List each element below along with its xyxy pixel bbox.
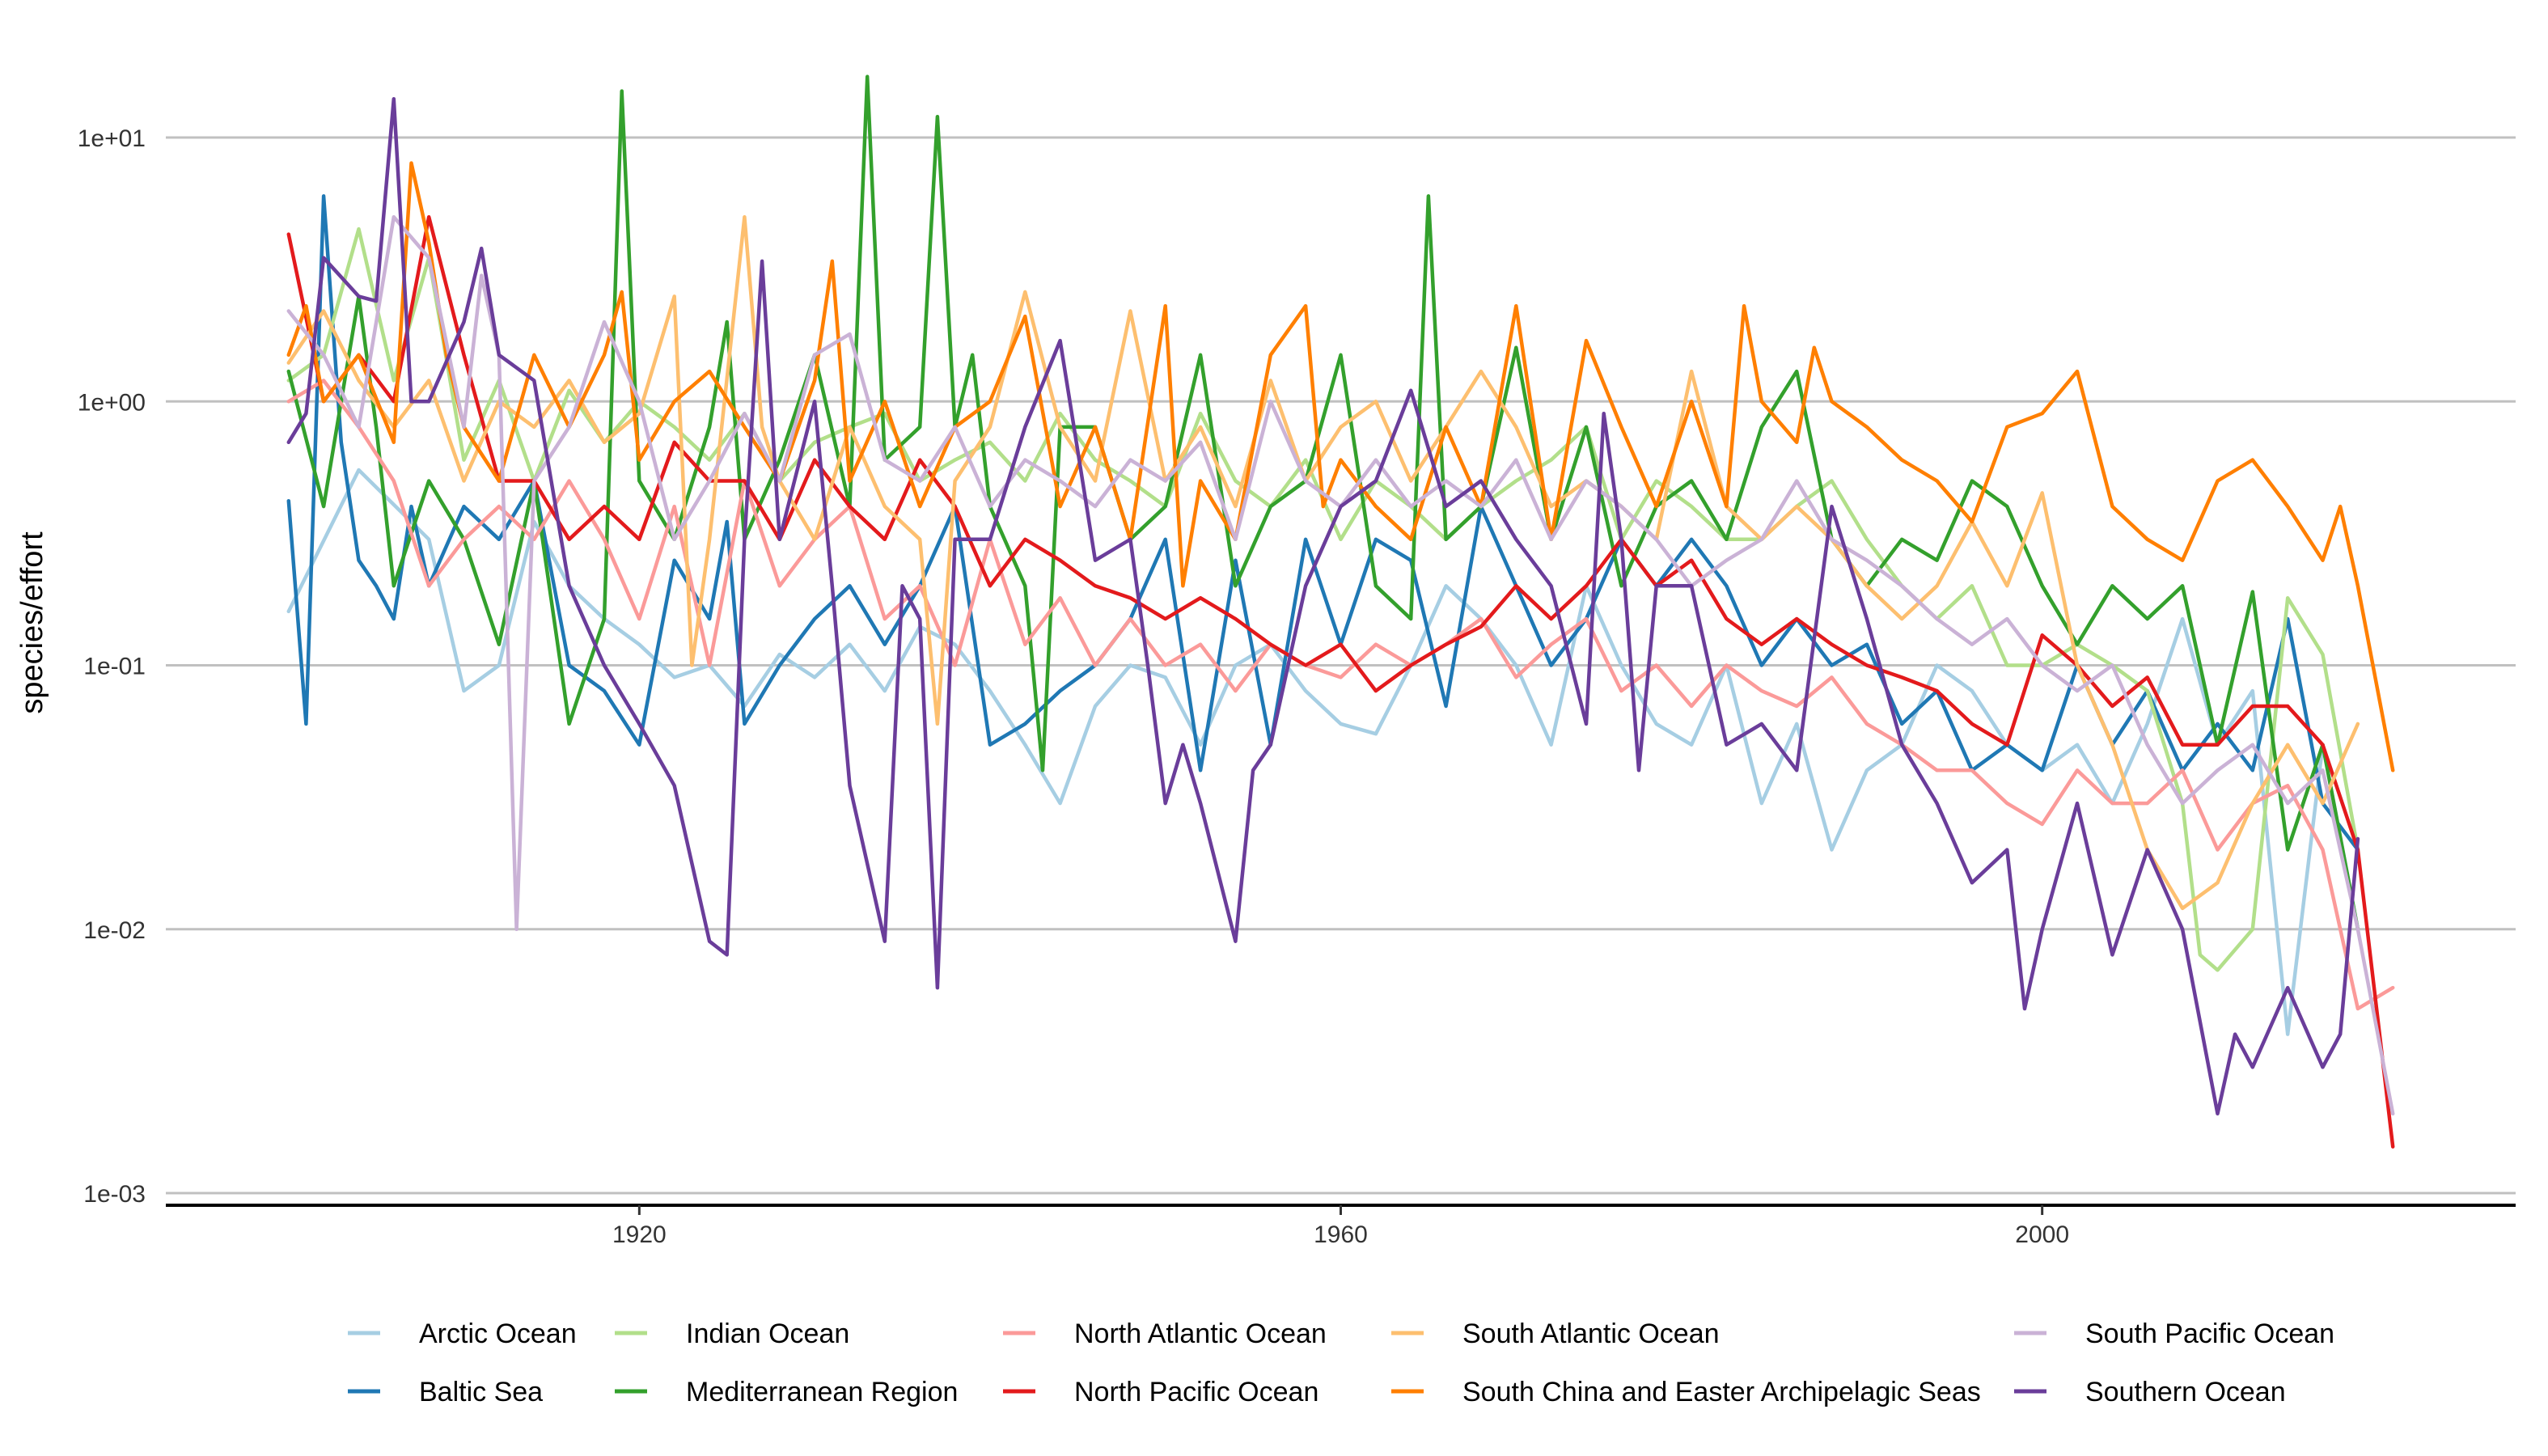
y-tick-label: 1e+01	[78, 125, 146, 152]
series-line-south-atlantic-ocean	[286, 214, 2360, 911]
legend-label: North Pacific Ocean	[1074, 1377, 1318, 1407]
y-tick-label: 1e+00	[78, 389, 146, 416]
series-line-south-pacific-ocean	[286, 214, 2395, 1116]
y-tick-label: 1e-03	[83, 1181, 146, 1208]
y-gridlines	[166, 136, 2516, 1195]
legend-item: Arctic Ocean	[348, 1318, 577, 1349]
legend-label: Mediterranean Region	[686, 1377, 958, 1407]
legend-label: Arctic Ocean	[419, 1318, 577, 1349]
legend-item: Mediterranean Region	[615, 1377, 958, 1407]
legend-label: Indian Ocean	[686, 1318, 849, 1349]
series-line-southern-ocean	[286, 97, 2360, 1116]
legend: Arctic Ocean Indian Ocean North Atlantic O…	[348, 1318, 2334, 1407]
y-tick-label: 1e-02	[83, 917, 146, 944]
x-tick-label: 1960	[1314, 1221, 1368, 1248]
x-tick-label: 1920	[612, 1221, 667, 1248]
series-line-south-china-and-easter-archipelagic-seas	[286, 161, 2395, 772]
y-tick-label: 1e-01	[83, 654, 146, 680]
legend-item: North Pacific Ocean	[1003, 1377, 1318, 1407]
series-line-north-pacific-ocean	[286, 214, 2395, 1149]
legend-item: Indian Ocean	[615, 1318, 849, 1349]
legend-item: Baltic Sea	[348, 1377, 543, 1407]
legend-label: North Atlantic Ocean	[1074, 1318, 1327, 1349]
legend-label: South Atlantic Ocean	[1462, 1318, 1720, 1349]
legend-item: South China and Easter Archipelagic Seas	[1391, 1377, 1981, 1407]
legend-label: South Pacific Ocean	[2085, 1318, 2334, 1349]
legend-label: South China and Easter Archipelagic Seas	[1462, 1377, 1981, 1407]
series-lines	[286, 74, 2395, 1149]
y-axis: 1e-03 1e-02 1e-01 1e+00 1e+01	[78, 125, 146, 1208]
series-line-baltic-sea	[286, 194, 2360, 852]
legend-label: Baltic Sea	[419, 1377, 543, 1407]
y-axis-title: species/effort	[15, 531, 49, 714]
legend-item: South Atlantic Ocean	[1391, 1318, 1720, 1349]
legend-item: Southern Ocean	[2014, 1377, 2286, 1407]
legend-label: Southern Ocean	[2085, 1377, 2286, 1407]
series-line-north-atlantic-ocean	[286, 379, 2395, 1011]
x-tick-label: 2000	[2015, 1221, 2069, 1248]
legend-item: South Pacific Ocean	[2014, 1318, 2334, 1349]
x-axis: 1920 1960 2000	[166, 1204, 2516, 1248]
legend-item: North Atlantic Ocean	[1003, 1318, 1327, 1349]
